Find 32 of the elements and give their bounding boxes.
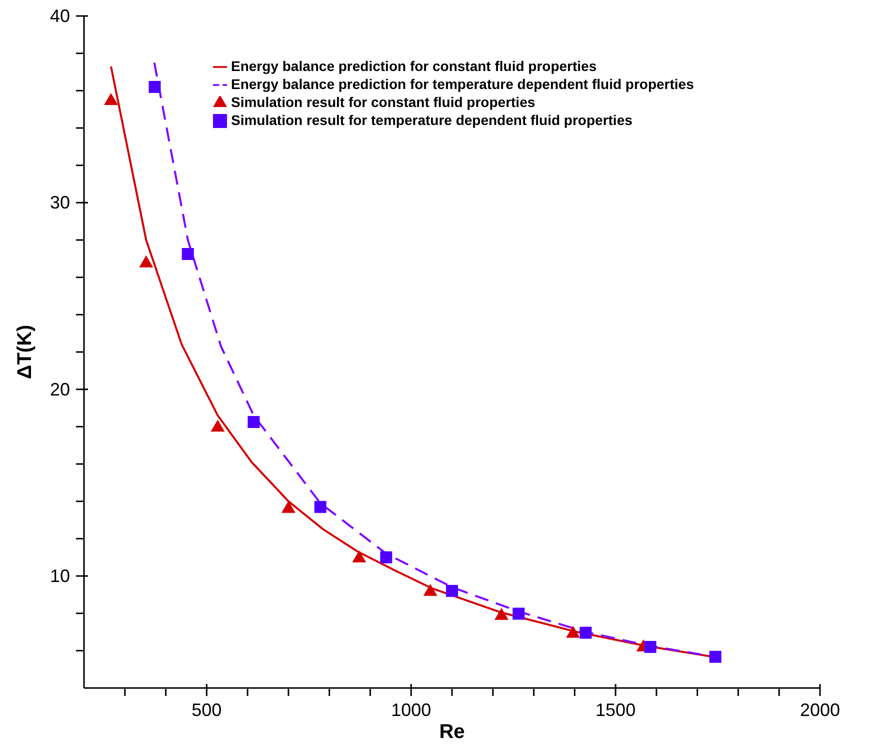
x-axis-title: Re (439, 721, 465, 743)
x-tick-label: 500 (192, 700, 222, 720)
point (182, 248, 194, 260)
legend-label: Simulation result for constant fluid properties (231, 94, 536, 110)
legend-label: Energy balance prediction for constant fluid properties (231, 58, 597, 74)
point (210, 420, 225, 432)
point (148, 80, 161, 93)
point (248, 416, 260, 428)
point (139, 255, 154, 268)
y-axis-title: ΔT(K) (14, 324, 36, 380)
point (104, 93, 118, 105)
point (352, 550, 366, 562)
legend-label: Simulation result for temperature dependent fluid properties (231, 112, 632, 128)
point (580, 626, 592, 639)
legend-label: Energy balance prediction for temperature dependent fluid properties (231, 76, 694, 92)
x-tick-label: 1000 (391, 700, 432, 720)
y-tick-label: 30 (50, 192, 70, 213)
point (423, 584, 438, 596)
point (380, 551, 392, 564)
point (446, 584, 458, 597)
y-tick-label: 40 (50, 6, 70, 26)
y-tick-label: 20 (50, 379, 70, 400)
x-tick-label: 2000 (800, 700, 840, 720)
point (566, 626, 580, 638)
point (644, 640, 656, 653)
point (709, 650, 722, 663)
point (281, 500, 296, 513)
point (494, 608, 508, 620)
point (314, 500, 326, 513)
point (512, 608, 525, 620)
y-tick-label: 10 (50, 566, 70, 586)
x-tick-label: 1500 (596, 700, 636, 720)
